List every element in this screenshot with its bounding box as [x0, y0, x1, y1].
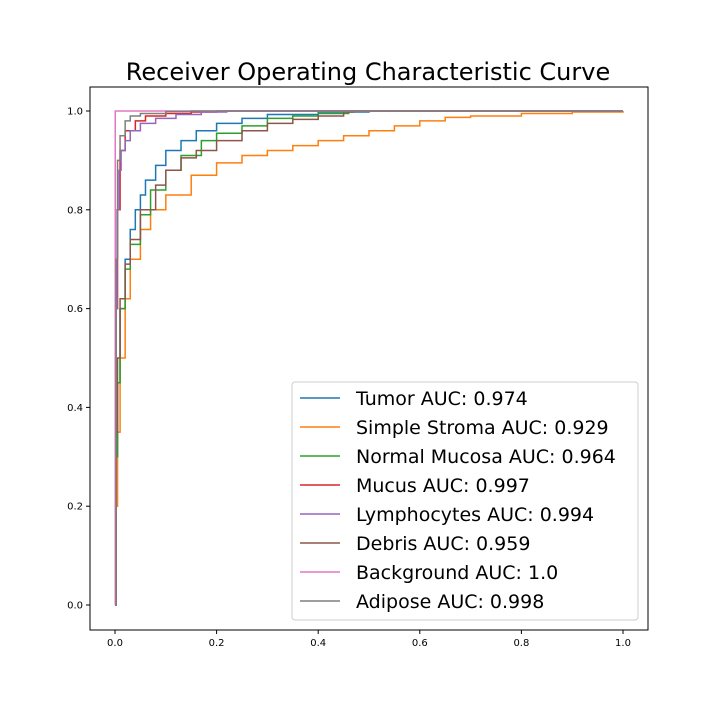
x-tick-label: 0.6 — [412, 638, 428, 649]
y-tick-label: 0.0 — [67, 601, 83, 612]
x-tick-label: 1.0 — [615, 638, 631, 649]
legend-label: Lymphocytes AUC: 0.994 — [356, 504, 594, 526]
curves-group — [114, 110, 624, 606]
x-tick-label: 0.0 — [107, 638, 123, 649]
legend-label: Mucus AUC: 0.997 — [356, 475, 530, 497]
y-axis: 0.0 0.2 0.4 0.6 0.8 1.0 — [67, 107, 90, 612]
legend-label: Adipose AUC: 0.998 — [356, 591, 544, 613]
y-tick-label: 0.2 — [67, 502, 83, 513]
series-line-5 — [115, 110, 623, 606]
plot-frame — [89, 86, 649, 631]
x-tick-label: 0.2 — [209, 638, 225, 649]
legend-label: Debris AUC: 0.959 — [356, 533, 530, 555]
legend-label: Normal Mucosa AUC: 0.964 — [356, 446, 616, 468]
y-tick-label: 0.8 — [67, 205, 83, 216]
chart-title: Receiver Operating Characteristic Curve — [126, 58, 610, 86]
y-tick-label: 0.4 — [67, 403, 83, 414]
x-tick-label: 0.4 — [310, 638, 326, 649]
legend-label: Background AUC: 1.0 — [356, 562, 558, 584]
x-tick-label: 0.8 — [513, 638, 529, 649]
legend-box — [291, 381, 639, 621]
legend-label: Simple Stroma AUC: 0.929 — [356, 417, 609, 439]
series-line-7 — [115, 110, 623, 606]
y-tick-label: 1.0 — [67, 107, 83, 118]
legend-label: Tumor AUC: 0.974 — [355, 388, 528, 410]
legend: Tumor AUC: 0.974 Simple Stroma AUC: 0.929… — [291, 381, 639, 621]
y-tick-label: 0.6 — [67, 304, 83, 315]
series-line-1 — [115, 111, 624, 606]
x-axis: 0.0 0.2 0.4 0.6 0.8 1.0 — [107, 630, 631, 649]
